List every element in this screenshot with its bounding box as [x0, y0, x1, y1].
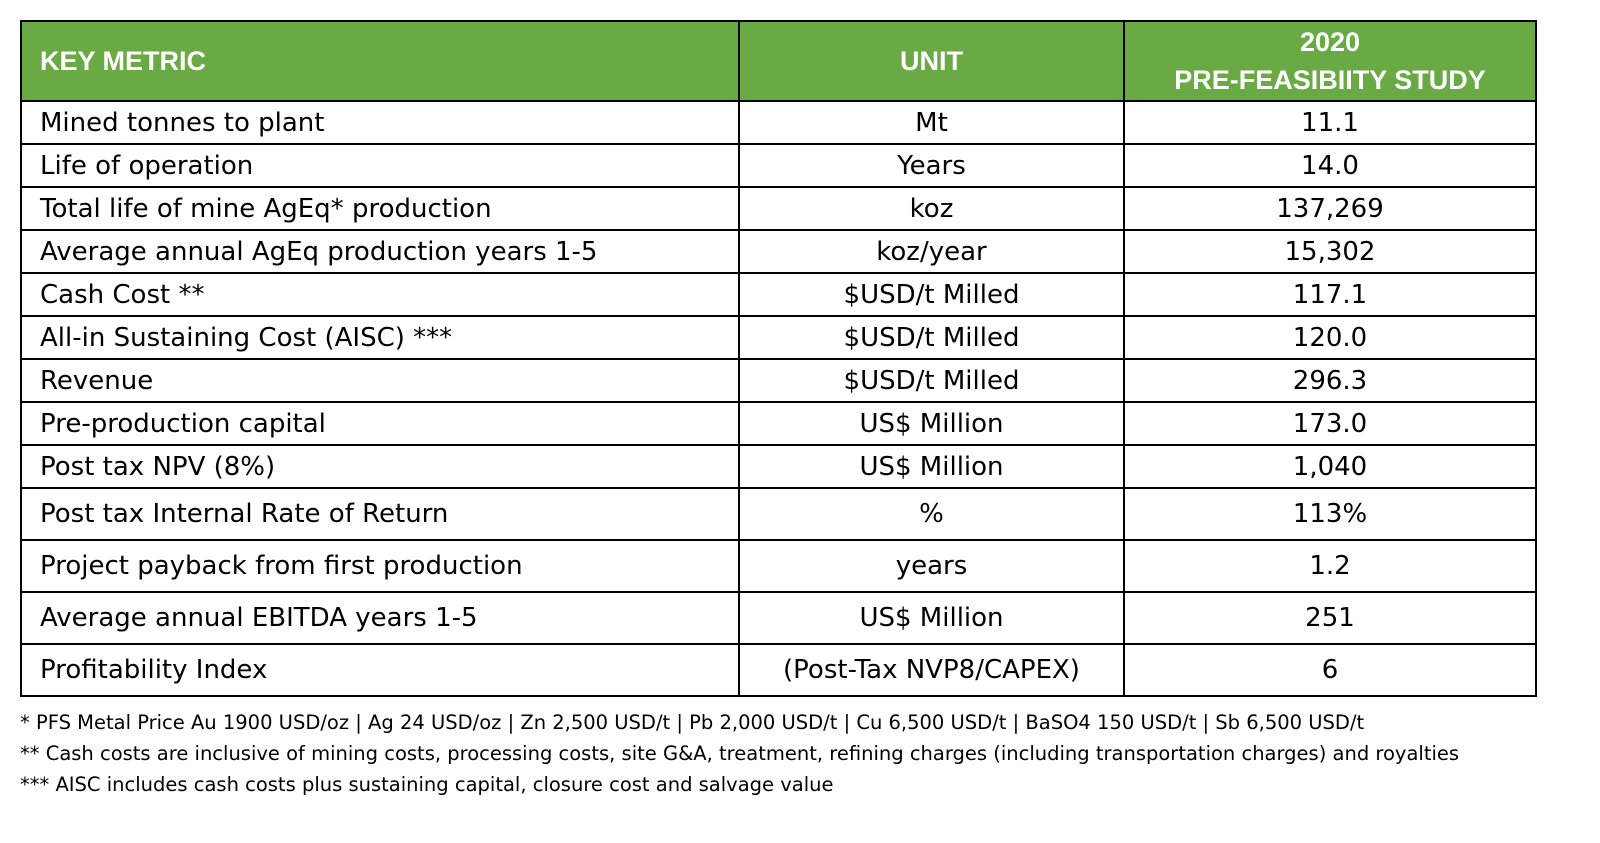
table-row: Profitability Index (Post-Tax NVP8/CAPEX…	[20, 643, 1537, 697]
value-cell: 120.0	[1123, 315, 1537, 360]
unit-cell: koz	[738, 186, 1125, 231]
table-row: Mined tonnes to plant Mt 11.1	[20, 100, 1537, 145]
value-cell: 1,040	[1123, 444, 1537, 489]
metric-cell: All-in Sustaining Cost (AISC) ***	[20, 315, 740, 360]
metric-cell: Cash Cost **	[20, 272, 740, 317]
value-cell: 117.1	[1123, 272, 1537, 317]
header-study: 2020 PRE-FEASIBIITY STUDY	[1123, 20, 1537, 102]
unit-cell: (Post-Tax NVP8/CAPEX)	[738, 643, 1125, 697]
metric-cell: Life of operation	[20, 143, 740, 188]
metric-cell: Total life of mine AgEq* production	[20, 186, 740, 231]
value-cell: 11.1	[1123, 100, 1537, 145]
metric-cell: Revenue	[20, 358, 740, 403]
unit-cell: $USD/t Milled	[738, 315, 1125, 360]
unit-cell: US$ Million	[738, 401, 1125, 446]
metric-cell: Project payback from first production	[20, 539, 740, 593]
table-row: Revenue $USD/t Milled 296.3	[20, 358, 1537, 403]
footnote-cash-costs: ** Cash costs are inclusive of mining co…	[20, 742, 1460, 765]
table-row: All-in Sustaining Cost (AISC) *** $USD/t…	[20, 315, 1537, 360]
metric-cell: Mined tonnes to plant	[20, 100, 740, 145]
value-cell: 14.0	[1123, 143, 1537, 188]
value-cell: 296.3	[1123, 358, 1537, 403]
unit-cell: Years	[738, 143, 1125, 188]
unit-cell: US$ Million	[738, 591, 1125, 645]
table-row: Average annual AgEq production years 1-5…	[20, 229, 1537, 274]
header-unit: UNIT	[738, 20, 1125, 102]
footnote-metal-prices: * PFS Metal Price Au 1900 USD/oz | Ag 24…	[20, 711, 1365, 734]
key-metrics-sheet: KEY METRIC UNIT 2020 PRE-FEASIBIITY STUD…	[20, 20, 1537, 800]
unit-cell: %	[738, 487, 1125, 541]
unit-cell: Mt	[738, 100, 1125, 145]
unit-cell: $USD/t Milled	[738, 358, 1125, 403]
metric-cell: Pre-production capital	[20, 401, 740, 446]
table-row: Total life of mine AgEq* production koz …	[20, 186, 1537, 231]
value-cell: 6	[1123, 643, 1537, 697]
metric-cell: Post tax NPV (8%)	[20, 444, 740, 489]
key-metrics-table: KEY METRIC UNIT 2020 PRE-FEASIBIITY STUD…	[20, 20, 1537, 697]
value-cell: 137,269	[1123, 186, 1537, 231]
table-row: Average annual EBITDA years 1-5 US$ Mill…	[20, 591, 1537, 645]
table-row: Project payback from first production ye…	[20, 539, 1537, 593]
header-row: KEY METRIC UNIT 2020 PRE-FEASIBIITY STUD…	[20, 20, 1537, 102]
table-row: Cash Cost ** $USD/t Milled 117.1	[20, 272, 1537, 317]
unit-cell: $USD/t Milled	[738, 272, 1125, 317]
table-row: Life of operation Years 14.0	[20, 143, 1537, 188]
value-cell: 173.0	[1123, 401, 1537, 446]
table-row: Pre-production capital US$ Million 173.0	[20, 401, 1537, 446]
table-row: Post tax Internal Rate of Return % 113%	[20, 487, 1537, 541]
footnote-aisc: *** AISC includes cash costs plus sustai…	[20, 773, 834, 796]
value-cell: 1.2	[1123, 539, 1537, 593]
value-cell: 15,302	[1123, 229, 1537, 274]
metric-cell: Average annual AgEq production years 1-5	[20, 229, 740, 274]
header-study-year: 2020	[1299, 27, 1361, 57]
value-cell: 113%	[1123, 487, 1537, 541]
metric-cell: Profitability Index	[20, 643, 740, 697]
unit-cell: US$ Million	[738, 444, 1125, 489]
unit-cell: koz/year	[738, 229, 1125, 274]
footnotes: * PFS Metal Price Au 1900 USD/oz | Ag 24…	[20, 707, 1535, 800]
table-row: Post tax NPV (8%) US$ Million 1,040	[20, 444, 1537, 489]
value-cell: 251	[1123, 591, 1537, 645]
header-study-name: PRE-FEASIBIITY STUDY	[1174, 65, 1486, 95]
header-key-metric: KEY METRIC	[20, 20, 740, 102]
unit-cell: years	[738, 539, 1125, 593]
metric-cell: Post tax Internal Rate of Return	[20, 487, 740, 541]
metric-cell: Average annual EBITDA years 1-5	[20, 591, 740, 645]
